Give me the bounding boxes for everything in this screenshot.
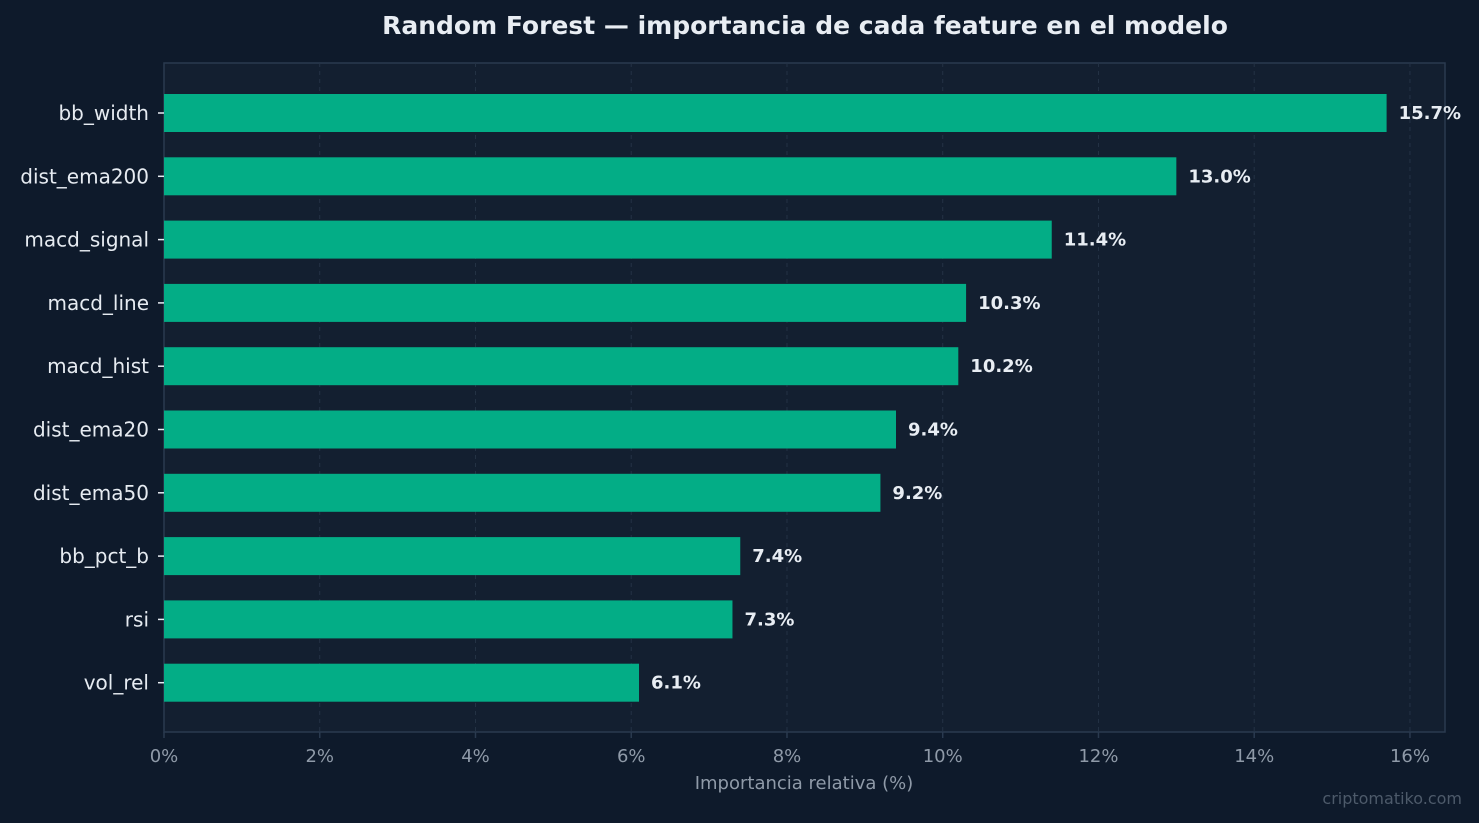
category-label: dist_ema50	[33, 481, 149, 505]
x-tick-label: 6%	[617, 746, 646, 767]
x-tick-label: 16%	[1390, 746, 1430, 767]
watermark: criptomatiko.com	[1322, 789, 1462, 808]
bar-rsi	[164, 600, 733, 639]
category-label: macd_hist	[47, 354, 149, 378]
x-tick-label: 12%	[1078, 746, 1118, 767]
category-label: bb_width	[58, 101, 149, 125]
value-label: 7.4%	[752, 546, 802, 567]
bar-macd_signal	[164, 220, 1052, 259]
value-labels: 15.7% 13.0% 11.4% 10.3% 10.2% 9.4% 9.2% 7.4% 7.3…	[651, 103, 1461, 694]
category-label: bb_pct_b	[59, 544, 149, 568]
value-label: 15.7%	[1399, 103, 1461, 124]
category-label: macd_signal	[24, 228, 149, 252]
bar-bb_width	[164, 94, 1387, 132]
category-label: dist_ema20	[33, 418, 149, 442]
x-tick-label: 8%	[773, 746, 802, 767]
x-tick-label: 10%	[923, 746, 963, 767]
category-label: macd_line	[47, 291, 149, 315]
value-label: 6.1%	[651, 673, 701, 694]
value-label: 10.3%	[978, 293, 1040, 314]
x-axis-ticks: 0% 2% 4% 6% 8% 10% 12% 14% 16%	[150, 732, 1430, 767]
x-tick-label: 14%	[1234, 746, 1274, 767]
value-label: 9.4%	[908, 420, 958, 441]
bar-dist_ema20	[164, 410, 896, 449]
value-label: 11.4%	[1064, 230, 1126, 251]
x-tick-label: 0%	[150, 746, 179, 767]
x-tick-label: 4%	[461, 746, 490, 767]
bar-dist_ema50	[164, 473, 881, 512]
bars	[164, 94, 1387, 702]
category-label: dist_ema200	[20, 164, 149, 188]
category-label: rsi	[125, 607, 149, 631]
bar-dist_ema200	[164, 157, 1177, 196]
chart-title: Random Forest — importancia de cada feat…	[382, 11, 1228, 40]
category-label: vol_rel	[84, 671, 149, 695]
bar-bb_pct_b	[164, 537, 741, 576]
value-label: 10.2%	[970, 356, 1032, 377]
bar-vol_rel	[164, 663, 640, 702]
category-labels: bb_width dist_ema200 macd_signal macd_linem…	[20, 101, 164, 695]
value-label: 9.2%	[892, 483, 942, 504]
bar-macd_hist	[164, 347, 959, 386]
value-label: 7.3%	[744, 609, 794, 630]
bar-macd_line	[164, 283, 967, 322]
value-label: 13.0%	[1188, 166, 1250, 187]
x-axis-label: Importancia relativa (%)	[695, 773, 914, 794]
x-tick-label: 2%	[305, 746, 334, 767]
